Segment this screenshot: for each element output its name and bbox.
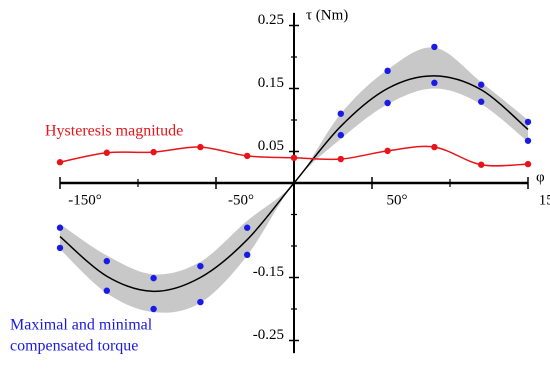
data-point	[524, 118, 532, 126]
y-axis-label: τ (Nm)	[306, 7, 348, 23]
data-point	[56, 244, 64, 252]
data-point	[337, 131, 344, 139]
annotation: compensated torque	[10, 338, 138, 355]
y-tick-label: -0.25	[253, 327, 284, 343]
data-point	[337, 155, 344, 163]
data-point	[197, 262, 204, 270]
annotation: Hysteresis magnitude	[45, 123, 183, 140]
x-tick-label: -150°	[68, 192, 102, 208]
band-layer	[60, 47, 528, 313]
x-axis-label: φ	[536, 169, 545, 185]
data-point	[384, 147, 391, 155]
data-point	[431, 43, 438, 51]
data-point	[244, 224, 251, 231]
data-point	[150, 148, 157, 156]
data-point	[56, 224, 64, 231]
data-point	[150, 305, 157, 313]
data-point	[244, 251, 251, 259]
data-point	[197, 143, 204, 151]
data-point	[478, 161, 485, 168]
data-point	[197, 298, 204, 306]
data-point	[337, 110, 344, 117]
data-point	[244, 152, 251, 160]
data-point	[103, 149, 111, 156]
data-point	[103, 257, 111, 265]
data-point	[431, 143, 438, 151]
y-tick-label: -0.15	[253, 264, 284, 280]
data-point	[150, 274, 157, 282]
data-point	[290, 154, 298, 161]
data-point	[384, 67, 391, 75]
x-tick-label: 150°	[539, 192, 550, 208]
data-point	[478, 98, 485, 105]
x-tick-label: -50°	[228, 192, 254, 208]
marker-layer	[56, 43, 532, 313]
y-tick-label: 0.05	[258, 138, 284, 154]
data-point	[524, 160, 532, 168]
x-tick-label: 50°	[387, 192, 408, 208]
data-point	[384, 99, 391, 107]
data-point	[431, 79, 438, 87]
data-point	[56, 159, 64, 166]
data-point	[478, 81, 485, 88]
band-area	[60, 47, 528, 313]
axes-layer: -150° -50° 50° 150° 0.25 0.15 0.05 -0.15 -0.25 τ …	[10, 7, 550, 354]
data-point	[103, 287, 111, 294]
annotation: Maximal and minimal	[10, 317, 153, 334]
y-tick-label: 0.15	[258, 75, 284, 91]
data-point	[524, 137, 532, 144]
y-tick-label: 0.25	[258, 12, 284, 28]
